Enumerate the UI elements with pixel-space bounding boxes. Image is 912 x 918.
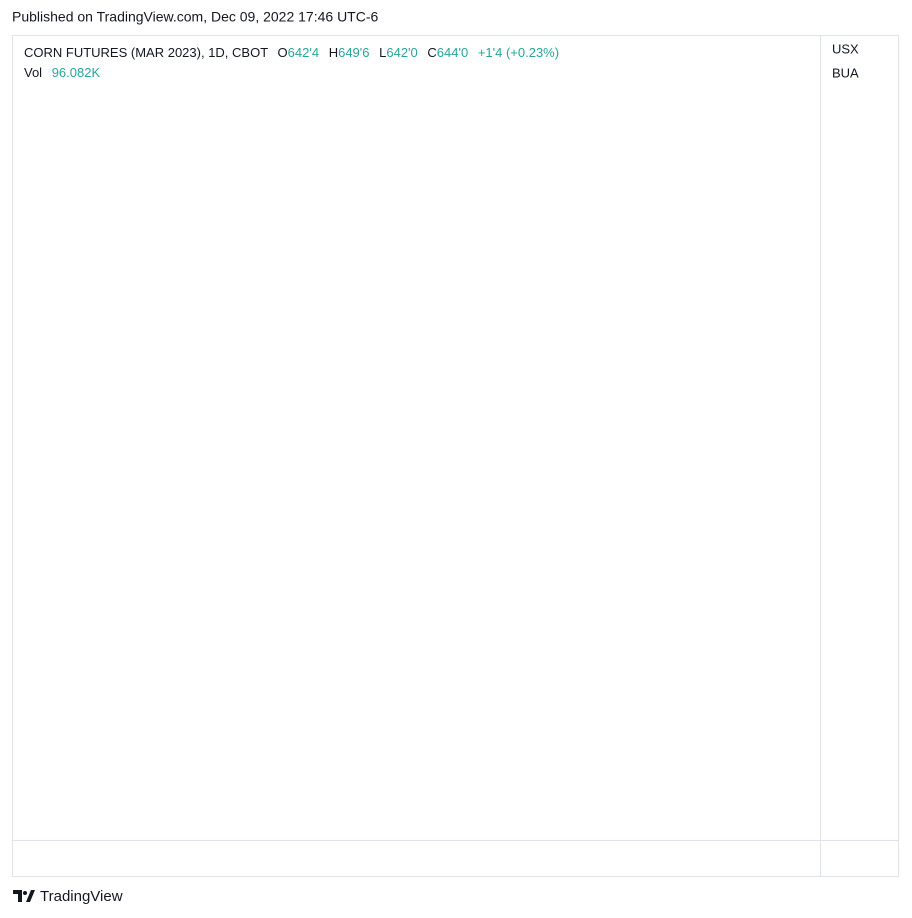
published-note: Published on TradingView.com, Dec 09, 20… <box>12 9 379 25</box>
legend-line: CORN FUTURES (MAR 2023), 1D, CBOT O642'4… <box>24 45 559 60</box>
legend-value: 642'4 <box>288 45 319 60</box>
chart-frame <box>12 35 899 877</box>
overlay: USX BUA CORN FUTURES (MAR 2023), 1D, CBO… <box>24 36 898 84</box>
legend-value: 642'0 <box>386 45 417 60</box>
legend-key: H <box>329 45 338 60</box>
brand-name: TradingView <box>40 888 123 905</box>
legend-key: C <box>427 45 436 60</box>
symbol-title: CORN FUTURES (MAR 2023), 1D, CBOT <box>24 45 268 60</box>
legend-key: Vol <box>24 65 42 80</box>
legend-line: Vol 96.082K <box>24 65 100 80</box>
legend-change: +1'4 (+0.23%) <box>478 45 559 60</box>
legend-key: O <box>278 45 288 60</box>
unit-label: USX <box>832 41 859 56</box>
legend-value: 649'6 <box>338 45 369 60</box>
legend-key: L <box>379 45 386 60</box>
brand-logo: TradingView <box>13 888 123 905</box>
unit-background <box>821 36 898 84</box>
legend-value: 644'0 <box>437 45 468 60</box>
unit-label: BUA <box>832 65 859 80</box>
logo-dot <box>23 891 27 895</box>
legend-value: 96.082K <box>52 65 101 80</box>
logo-icon <box>13 890 35 902</box>
